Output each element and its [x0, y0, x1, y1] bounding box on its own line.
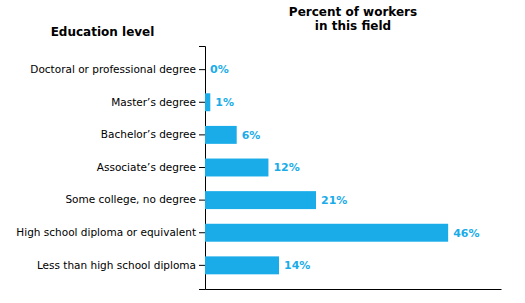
- x-axis-line: [206, 289, 502, 290]
- bar: [205, 224, 448, 242]
- chart: Doctoral or professional degree Master’s …: [0, 0, 525, 303]
- y-axis-title: Education level: [51, 25, 155, 39]
- y-tick-mark: [199, 232, 205, 233]
- bar: [205, 256, 279, 274]
- data-label: 12%: [273, 161, 299, 174]
- bars: [205, 93, 448, 274]
- data-label: 21%: [321, 194, 347, 207]
- bar: [205, 191, 316, 209]
- data-label: 14%: [284, 259, 310, 272]
- bar: [205, 93, 210, 111]
- y-axis-line: [199, 47, 206, 290]
- y-tick-label: High school diploma or equivalent: [16, 226, 196, 238]
- bar: [205, 126, 237, 144]
- plot-area: Doctoral or professional degree Master’s …: [16, 47, 501, 290]
- y-tick-mark: [199, 167, 205, 168]
- data-label: 6%: [242, 129, 261, 142]
- y-tick: Master’s degree: [111, 96, 205, 108]
- y-tick: High school diploma or equivalent: [16, 226, 205, 238]
- x-axis-title: Percent of workersin this field: [289, 5, 417, 33]
- data-label: 1%: [215, 96, 234, 109]
- bar: [205, 159, 268, 177]
- bar: [205, 61, 206, 79]
- data-label: 0%: [210, 63, 229, 76]
- y-tick-mark: [199, 265, 205, 266]
- y-tick: Some college, no degree: [65, 193, 205, 205]
- x-axis-title-line: Percent of workers: [289, 5, 417, 19]
- y-tick-label: Doctoral or professional degree: [30, 63, 196, 75]
- y-tick-mark: [199, 200, 205, 201]
- y-tick-label: Some college, no degree: [65, 193, 196, 205]
- y-tick-label: Less than high school diploma: [37, 259, 196, 271]
- y-tick-mark: [199, 102, 205, 103]
- data-labels: 0% 1% 6% 12% 21% 46% 14%: [210, 63, 479, 272]
- x-axis: [206, 289, 502, 290]
- y-tick: Associate’s degree: [97, 161, 205, 173]
- y-tick: Doctoral or professional degree: [30, 63, 205, 75]
- y-axis: Doctoral or professional degree Master’s …: [16, 47, 205, 290]
- y-tick: Bachelor’s degree: [101, 128, 205, 140]
- y-tick-mark: [199, 134, 205, 135]
- y-tick-mark: [199, 69, 205, 70]
- y-tick-label: Master’s degree: [111, 96, 196, 108]
- y-tick-label: Bachelor’s degree: [101, 128, 196, 140]
- y-tick: Less than high school diploma: [37, 259, 205, 271]
- y-tick-label: Associate’s degree: [97, 161, 196, 173]
- x-axis-title-line: in this field: [315, 19, 391, 33]
- data-label: 46%: [453, 227, 479, 240]
